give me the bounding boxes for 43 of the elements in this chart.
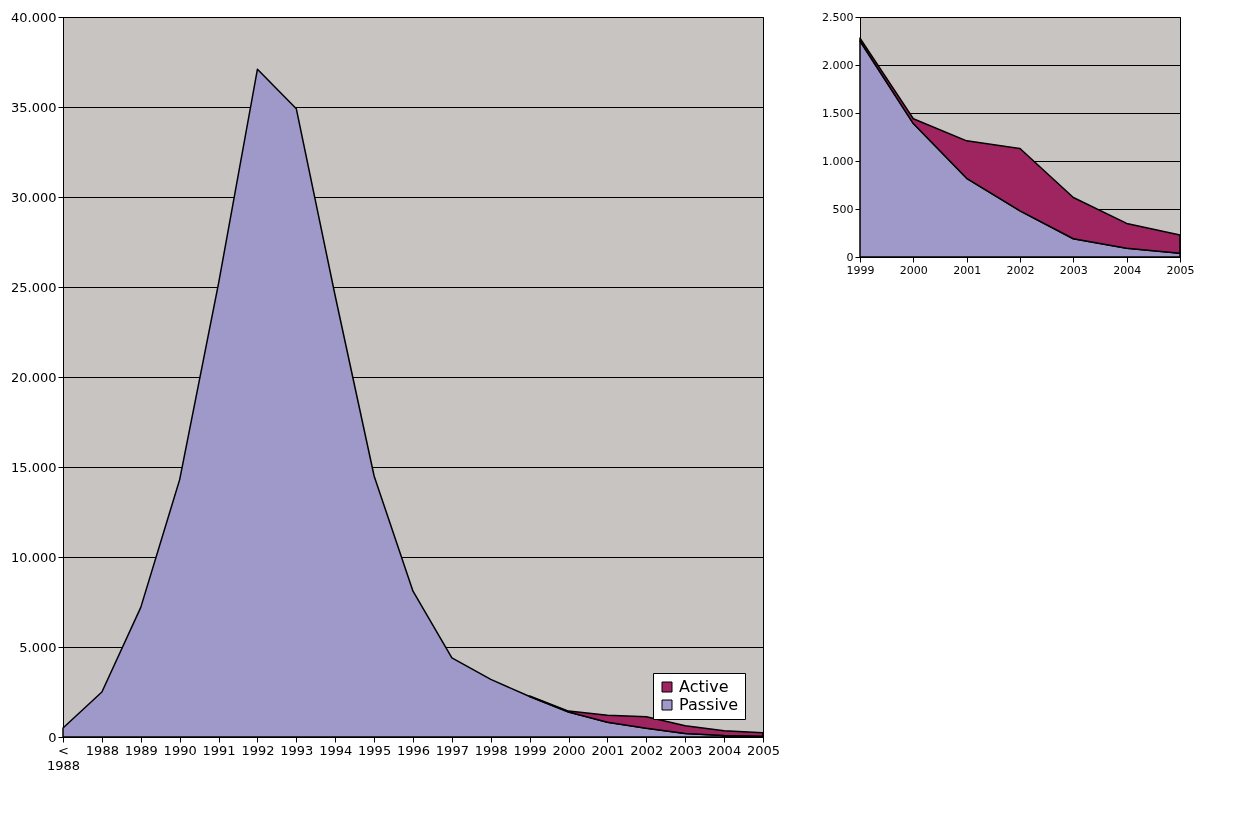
x-tick-label: 2000 xyxy=(552,742,586,758)
x-tick-label: 2004 xyxy=(1113,263,1142,277)
y-tick-label: 20.000 xyxy=(11,369,57,385)
x-tick-label: 2003 xyxy=(669,742,703,758)
x-tick-label: 1997 xyxy=(435,742,469,758)
y-tick-label: 0 xyxy=(846,250,854,264)
x-tick-label: 2001 xyxy=(953,263,982,277)
x-tick-label: 1999 xyxy=(846,263,875,277)
x-tick-label: 1991 xyxy=(202,742,236,758)
y-tick-label: 2.500 xyxy=(822,10,854,24)
legend-label: Passive xyxy=(679,695,739,714)
x-tick-label: 1988 xyxy=(85,742,119,758)
y-tick-label: 40.000 xyxy=(11,9,57,25)
x-tick-label: < 1988 xyxy=(46,742,81,773)
x-tick-label: 1992 xyxy=(241,742,275,758)
x-tick-label: 2005 xyxy=(1166,263,1195,277)
y-tick-label: 2.000 xyxy=(822,58,854,72)
x-tick-label: 1996 xyxy=(396,742,431,758)
y-tick-label: 10.000 xyxy=(11,549,57,565)
y-tick-label: 0 xyxy=(48,729,57,745)
x-tick-label: 2002 xyxy=(1006,263,1035,277)
x-tick-label: 1993 xyxy=(280,742,314,758)
legend-label: Active xyxy=(679,677,729,696)
y-tick-label: 500 xyxy=(832,202,854,216)
x-tick-label: 1990 xyxy=(163,742,197,758)
x-tick-label: 1994 xyxy=(319,742,353,758)
y-tick-label: 5.000 xyxy=(19,639,57,655)
x-tick-label: 1989 xyxy=(124,742,158,758)
x-tick-label: 1998 xyxy=(474,742,508,758)
x-tick-label: 1995 xyxy=(358,742,392,758)
x-tick-label: 2001 xyxy=(591,742,625,758)
y-tick-label: 30.000 xyxy=(11,189,57,205)
y-tick-label: 25.000 xyxy=(11,279,57,295)
y-tick-label: 35.000 xyxy=(11,99,57,115)
y-tick-label: 1.500 xyxy=(822,106,854,120)
y-tick-label: 15.000 xyxy=(11,459,57,475)
x-tick-label: 2002 xyxy=(630,742,664,758)
x-tick-label: 2003 xyxy=(1059,263,1088,277)
x-tick-label: 2004 xyxy=(708,742,742,758)
x-tick-label: 1999 xyxy=(513,742,547,758)
x-tick-label: 2000 xyxy=(899,263,928,277)
y-tick-label: 1.000 xyxy=(822,154,854,168)
x-tick-label: 2005 xyxy=(746,742,781,758)
